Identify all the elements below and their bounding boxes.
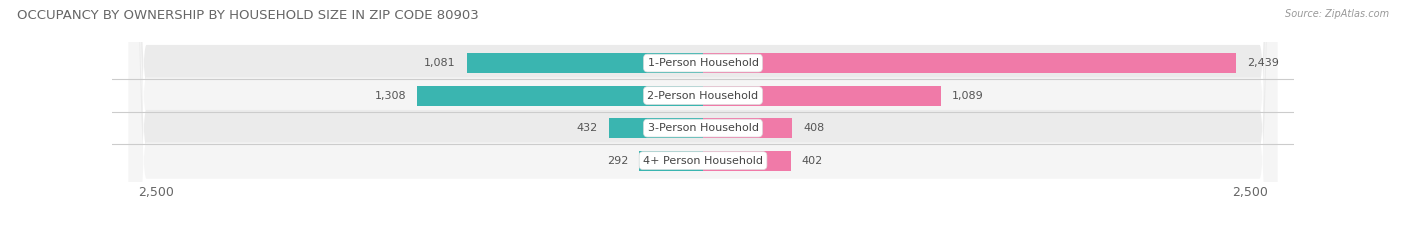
Text: 292: 292: [607, 156, 628, 166]
Text: 1,089: 1,089: [952, 91, 984, 101]
Text: 4+ Person Household: 4+ Person Household: [643, 156, 763, 166]
Text: 408: 408: [803, 123, 824, 133]
Text: 2,439: 2,439: [1247, 58, 1279, 68]
Text: 402: 402: [801, 156, 823, 166]
FancyBboxPatch shape: [129, 0, 1277, 233]
Bar: [640, 151, 703, 171]
Bar: [703, 86, 941, 106]
Bar: [703, 53, 1236, 73]
Text: 1,308: 1,308: [374, 91, 406, 101]
Bar: [418, 86, 703, 106]
Text: 432: 432: [576, 123, 598, 133]
Text: OCCUPANCY BY OWNERSHIP BY HOUSEHOLD SIZE IN ZIP CODE 80903: OCCUPANCY BY OWNERSHIP BY HOUSEHOLD SIZE…: [17, 9, 478, 22]
Text: 1-Person Household: 1-Person Household: [648, 58, 758, 68]
Bar: [703, 118, 792, 138]
Bar: [467, 53, 703, 73]
Bar: [609, 118, 703, 138]
Bar: [703, 151, 792, 171]
FancyBboxPatch shape: [129, 0, 1277, 233]
Text: 2-Person Household: 2-Person Household: [647, 91, 759, 101]
FancyBboxPatch shape: [129, 0, 1277, 233]
FancyBboxPatch shape: [129, 0, 1277, 233]
Text: Source: ZipAtlas.com: Source: ZipAtlas.com: [1285, 9, 1389, 19]
Text: 1,081: 1,081: [425, 58, 456, 68]
Text: 3-Person Household: 3-Person Household: [648, 123, 758, 133]
